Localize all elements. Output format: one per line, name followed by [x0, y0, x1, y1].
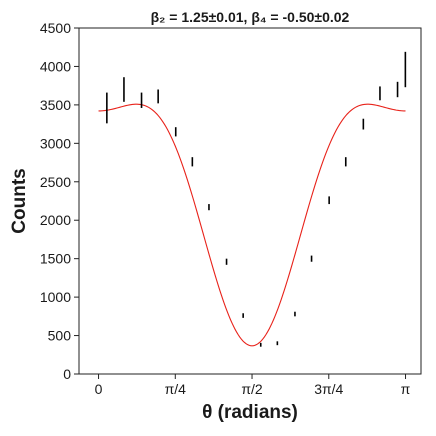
x-tick-label: 0: [95, 381, 103, 397]
plot-frame: [78, 27, 422, 375]
y-axis-label: Counts: [9, 168, 30, 233]
x-tick-label: 3π/4: [314, 381, 343, 397]
y-tick-label: 1000: [40, 289, 71, 305]
y-tick-label: 3500: [40, 97, 71, 113]
y-tick-label: 500: [48, 328, 72, 344]
y-tick-label: 4500: [40, 20, 71, 36]
chart-title: β₂ = 1.25±0.01, β₄ = -0.50±0.02: [151, 9, 350, 25]
x-axis-label: θ (radians): [202, 402, 298, 423]
y-tick-label: 1500: [40, 251, 71, 267]
y-tick-label: 2000: [40, 212, 71, 228]
y-tick-label: 4000: [40, 58, 71, 74]
x-tick-label: π: [401, 381, 411, 397]
y-tick-label: 3000: [40, 135, 71, 151]
x-tick-label: π/4: [165, 381, 187, 397]
y-tick-label: 2500: [40, 174, 71, 190]
y-tick-label: 0: [63, 366, 71, 382]
fit-curve: [98, 103, 406, 347]
x-tick-label: π/2: [241, 381, 263, 397]
